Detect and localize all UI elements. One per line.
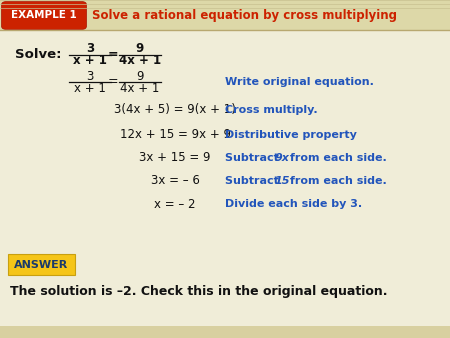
Text: 3: 3 [86, 70, 94, 82]
Text: 3: 3 [86, 43, 94, 55]
Text: 9: 9 [136, 70, 144, 82]
Text: EXAMPLE 1: EXAMPLE 1 [11, 10, 77, 21]
Text: 12x + 15 = 9x + 9: 12x + 15 = 9x + 9 [120, 128, 230, 142]
Text: 9: 9 [136, 43, 144, 55]
Text: x = – 2: x = – 2 [154, 197, 196, 211]
Text: Write original equation.: Write original equation. [225, 77, 374, 87]
Text: Distributive property: Distributive property [225, 130, 357, 140]
Text: =: = [108, 48, 118, 62]
Text: Divide each side by 3.: Divide each side by 3. [225, 199, 362, 209]
Text: from each side.: from each side. [285, 176, 386, 186]
Text: x + 1: x + 1 [73, 54, 107, 68]
Text: 3x + 15 = 9: 3x + 15 = 9 [139, 151, 211, 165]
Text: The solution is –2. Check this in the original equation.: The solution is –2. Check this in the or… [10, 286, 387, 298]
Text: 4x + 1: 4x + 1 [120, 81, 160, 95]
Text: Solve:: Solve: [15, 48, 62, 62]
Text: 15: 15 [274, 176, 290, 186]
Text: Solve a rational equation by cross multiplying: Solve a rational equation by cross multi… [92, 8, 397, 22]
Text: 3x = – 6: 3x = – 6 [151, 174, 199, 188]
Text: from each side.: from each side. [285, 153, 386, 163]
Text: 3(4x + 5) = 9(x + 1): 3(4x + 5) = 9(x + 1) [114, 103, 236, 117]
Text: Subtract: Subtract [225, 153, 283, 163]
Text: ANSWER: ANSWER [14, 260, 68, 269]
Text: 4x + 1: 4x + 1 [119, 54, 161, 68]
Text: Subtract: Subtract [225, 176, 283, 186]
Text: Cross multiply.: Cross multiply. [225, 105, 318, 115]
Text: x + 1: x + 1 [74, 81, 106, 95]
Text: 9x: 9x [274, 153, 289, 163]
Text: =: = [108, 75, 118, 89]
